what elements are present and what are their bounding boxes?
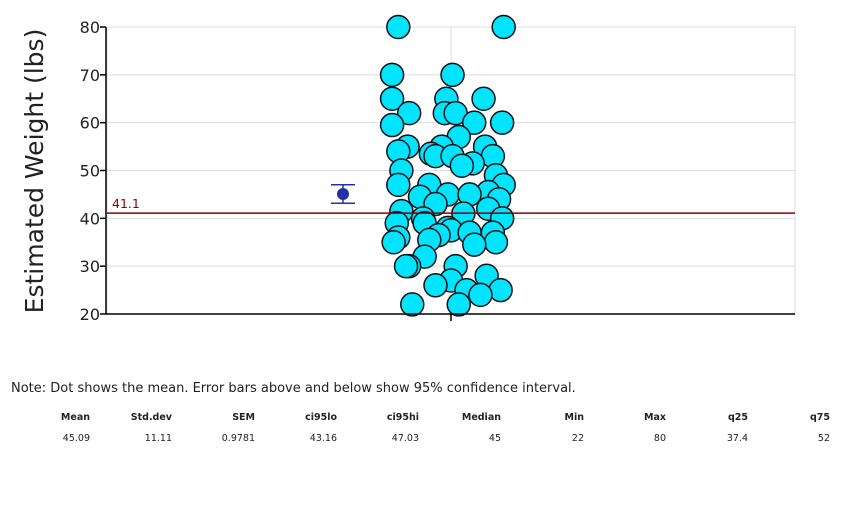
stats-header-ci95lo: ci95lo <box>305 411 337 423</box>
y-tick-label-70: 70 <box>80 66 100 85</box>
data-point <box>446 292 471 317</box>
stats-value-q25: 37.4 <box>726 432 748 444</box>
data-point <box>423 273 448 298</box>
stats-header-min: Min <box>564 411 584 423</box>
data-point <box>400 292 425 317</box>
mean-dot <box>337 187 349 200</box>
stats-value-sem: 0.9781 <box>221 432 255 444</box>
data-point <box>379 112 405 138</box>
data-point <box>381 230 406 255</box>
stats-value-row: 45.09 11.11 0.9781 43.16 47.03 45 22 80 37.4 52 <box>28 426 830 450</box>
reference-line-label: 41.1 <box>112 196 140 211</box>
data-point <box>379 62 405 88</box>
stats-header-sem: SEM <box>232 411 255 423</box>
data-point <box>468 282 493 308</box>
y-tick-label-30: 30 <box>80 257 100 276</box>
stats-value-ci95lo: 43.16 <box>309 432 337 444</box>
stats-value-max: 80 <box>653 432 666 444</box>
data-point <box>488 277 513 303</box>
y-tick-label-50: 50 <box>80 162 100 181</box>
stats-value-min: 22 <box>571 432 584 444</box>
stats-header-median: Median <box>461 411 501 423</box>
stats-value-mean: 45.09 <box>62 432 90 444</box>
stats-value-std-dev: 11.11 <box>144 432 172 444</box>
stats-header-max: Max <box>644 411 666 423</box>
stats-value-q75: 52 <box>817 432 830 444</box>
data-point <box>491 14 516 40</box>
data-point <box>379 86 405 111</box>
y-axis-label: Estimated Weight (lbs) <box>20 29 49 314</box>
y-tick-label-80: 80 <box>80 18 100 37</box>
data-point <box>396 100 422 126</box>
y-tick-label-40: 40 <box>80 209 100 228</box>
stats-header-row: Mean Std.dev SEM ci95lo ci95hi Median Min Max q2… <box>28 408 830 426</box>
stats-header-q75: q75 <box>809 411 830 423</box>
data-point <box>462 232 487 257</box>
data-point <box>489 110 515 135</box>
data-point <box>393 253 419 279</box>
chart-note: Note: Dot shows the mean. Error bars abo… <box>11 381 576 396</box>
stats-value-ci95hi: 47.03 <box>391 432 419 444</box>
data-points <box>379 14 516 317</box>
mean-ci-marker <box>331 183 355 204</box>
data-point <box>471 86 496 111</box>
y-tick-label-20: 20 <box>80 305 100 324</box>
stats-header-q25: q25 <box>727 411 748 423</box>
y-tick-label-60: 60 <box>80 114 100 133</box>
data-point <box>386 14 411 40</box>
y-axis-ticks: 20 30 40 50 60 70 80 <box>80 18 106 324</box>
data-point <box>483 230 509 255</box>
stats-header-mean: Mean <box>60 411 90 423</box>
data-point <box>386 172 411 198</box>
stats-header-ci95hi: ci95hi <box>386 411 419 423</box>
chart: 41.1 20 30 40 50 60 70 80 Estimated Weight (lb… <box>20 14 796 324</box>
summary-stats-table: Mean Std.dev SEM ci95lo ci95hi Median Min Max q2… <box>28 408 830 450</box>
stats-header-std-dev: Std.dev <box>130 411 172 423</box>
stats-value-median: 45 <box>488 432 501 444</box>
data-point <box>440 62 465 88</box>
data-point <box>449 153 475 178</box>
data-point <box>462 110 487 135</box>
